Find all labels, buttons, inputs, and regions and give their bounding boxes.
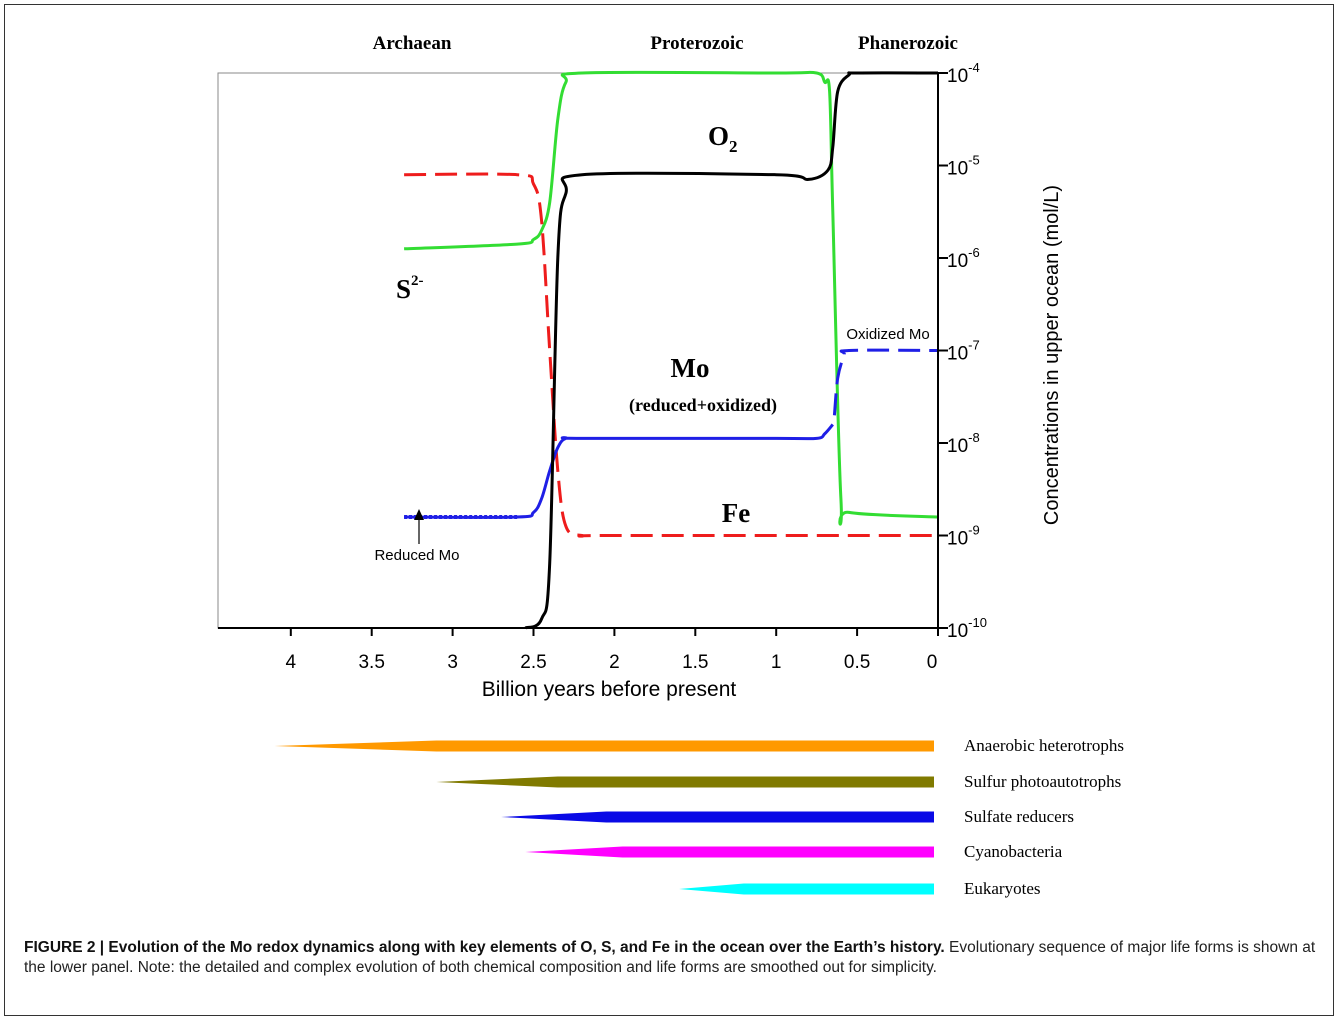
y-tick-label: 10-10	[947, 615, 987, 642]
era-label-proterozoic: Proterozoic	[650, 33, 743, 54]
x-tick-label: 4	[286, 652, 297, 673]
life-label-sulfur-photoautotrophs: Sulfur photoautotrophs	[964, 772, 1121, 791]
series-line-oxidized-mo	[834, 350, 938, 415]
life-label-anaerobic-heterotrophs: Anaerobic heterotrophs	[964, 736, 1124, 755]
life-forms-panel: Anaerobic heterotrophs Sulfur photoautotr…	[275, 736, 1124, 898]
mo-sublabel: (reduced+oxidized)	[629, 395, 777, 416]
life-bar-sulfate-reducers	[501, 812, 934, 823]
x-axis-label: Billion years before present	[482, 678, 737, 701]
y-tick-label: 10-8	[947, 430, 980, 457]
y-tick-label: 10-5	[947, 153, 980, 180]
figure-caption: FIGURE 2 | Evolution of the Mo redox dyn…	[24, 938, 1324, 978]
x-tick-label: 0.5	[844, 652, 870, 673]
era-labels: Archaean Proterozoic Phanerozoic	[373, 33, 958, 54]
redox-chart: Archaean Proterozoic Phanerozoic 4 3.5 3 2.5 2…	[0, 0, 1340, 930]
series-line-mo-reduced-oxidized	[404, 425, 833, 518]
y-tick-label: 10-7	[947, 338, 980, 365]
series-labels: O2 S2- Fe Mo (reduced+oxidized) Reduced Mo Oxi…	[374, 121, 929, 564]
x-tick-label: 3	[447, 652, 458, 673]
reduced-mo-arrowhead	[414, 509, 424, 520]
mo-label: Mo	[671, 353, 710, 383]
x-tick-label: 0	[927, 652, 938, 673]
life-bar-sulfur-photoautotrophs	[436, 777, 934, 788]
life-label-eukaryotes: Eukaryotes	[964, 879, 1040, 898]
life-bar-cyanobacteria	[525, 847, 934, 858]
life-bar-anaerobic-heterotrophs	[275, 741, 934, 752]
life-label-cyanobacteria: Cyanobacteria	[964, 842, 1063, 861]
y-ticks: 10-4 10-5 10-6 10-7 10-8 10-9 10-10	[938, 60, 987, 642]
x-tick-label: 1	[771, 652, 782, 673]
life-bar-eukaryotes	[679, 884, 934, 895]
x-tick-label: 1.5	[682, 652, 708, 673]
x-tick-label: 2	[609, 652, 620, 673]
y-tick-label: 10-9	[947, 523, 980, 550]
series-layer	[404, 72, 938, 628]
era-label-phanerozoic: Phanerozoic	[858, 33, 958, 54]
reduced-mo-annotation: Reduced Mo	[374, 547, 459, 564]
y-tick-label: 10-6	[947, 245, 980, 272]
oxidized-mo-annotation: Oxidized Mo	[846, 326, 929, 343]
x-tick-label: 2.5	[520, 652, 546, 673]
life-label-sulfate-reducers: Sulfate reducers	[964, 807, 1074, 826]
series-line-s2	[404, 72, 938, 524]
fe-label: Fe	[722, 498, 750, 528]
era-label-archaean: Archaean	[373, 33, 452, 54]
y-tick-label: 10-4	[947, 60, 980, 87]
x-ticks: 4 3.5 3 2.5 2 1.5 1 0.5 0	[286, 628, 938, 673]
x-tick-label: 3.5	[358, 652, 384, 673]
y-axis-label: Concentrations in upper ocean (mol/L)	[1041, 185, 1063, 525]
s2-label: S2-	[396, 273, 424, 304]
caption-title: FIGURE 2 | Evolution of the Mo redox dyn…	[24, 939, 945, 956]
o2-label: O2	[708, 121, 738, 156]
